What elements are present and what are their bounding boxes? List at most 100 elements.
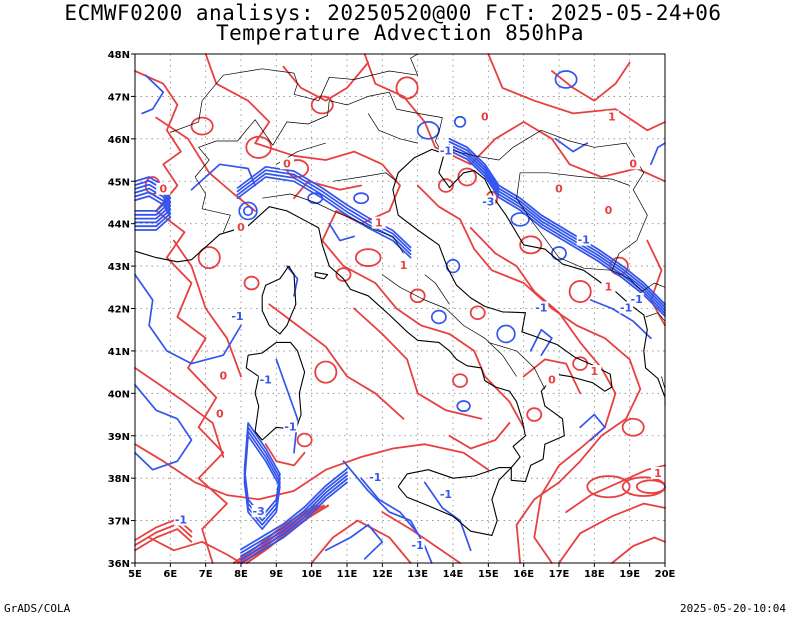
contour-label: 1 [605, 280, 613, 293]
contour-label-bg [481, 195, 496, 208]
political-border [488, 342, 546, 390]
contour-line [568, 280, 592, 304]
contour-line [554, 70, 578, 89]
contour-line [296, 432, 313, 448]
lat-tick-label: 40N [108, 389, 130, 400]
coastlines-borders [134, 53, 666, 536]
contour-label: -1 [369, 471, 381, 484]
contour-line [236, 176, 412, 259]
contour-label-bg [477, 110, 492, 123]
contour-label-bg [587, 365, 602, 378]
contour-label-bg [156, 182, 171, 195]
contour-line [324, 523, 384, 560]
lon-tick-label: 14E [443, 569, 464, 580]
lon-tick-label: 9E [269, 569, 283, 580]
contour-line [134, 523, 193, 547]
contour-line [448, 137, 666, 306]
contour-label-bg [279, 157, 294, 170]
contour-line [448, 422, 511, 450]
contour-label-bg [576, 233, 591, 246]
contour-line [240, 474, 348, 558]
lon-tick-label: 16E [513, 569, 534, 580]
contour-line [268, 303, 405, 420]
lat-tick-label: 45N [108, 177, 130, 188]
contour-line [204, 53, 525, 429]
contour-line [134, 183, 172, 220]
contour-line [245, 504, 329, 565]
contour-line [310, 519, 412, 564]
contour-line [243, 434, 281, 530]
coastline [191, 148, 666, 483]
contour-line [190, 163, 256, 191]
positive-advection-contours [134, 53, 666, 565]
contour-line [240, 481, 348, 564]
contour-line [519, 235, 543, 255]
political-border [332, 172, 397, 182]
contour-label: -3 [253, 505, 265, 518]
contour-label-bg [216, 369, 231, 382]
contour-label: -1 [620, 302, 632, 315]
contour-label: 1 [375, 217, 383, 230]
lon-tick-label: 10E [301, 569, 322, 580]
footer-timestamp: 2025-05-20-10:04 [680, 602, 786, 615]
contour-label-bg [258, 373, 273, 386]
political-border [262, 193, 404, 254]
contour-label-bg [605, 110, 619, 123]
contour-line [395, 76, 419, 100]
contour-label: 1 [608, 111, 616, 124]
contour-line [148, 536, 242, 564]
contour-label: 0 [283, 157, 291, 170]
contour-label: -1 [440, 145, 452, 158]
contour-label: -1 [412, 539, 424, 552]
contour-label: -1 [535, 302, 547, 315]
contour-line [423, 481, 472, 552]
contour-line [621, 417, 645, 437]
contour-line [487, 53, 666, 132]
contour-line [342, 460, 433, 564]
contour-line [448, 143, 666, 312]
contour-line [469, 227, 617, 564]
contour-line [526, 407, 543, 422]
political-border [661, 376, 666, 390]
contour-line [134, 191, 172, 228]
contour-line [245, 135, 272, 159]
contour-label: 1 [654, 467, 662, 480]
contour-line [551, 61, 631, 102]
lat-tick-label: 42N [108, 305, 130, 316]
lon-tick-label: 18E [584, 569, 605, 580]
contour-label: -1 [231, 310, 243, 323]
political-border [438, 129, 648, 271]
contour-line [328, 222, 355, 242]
lat-tick-label: 46N [108, 135, 130, 146]
contour-label-bg [251, 505, 266, 518]
lon-tick-label: 17E [549, 569, 570, 580]
contour-line [430, 309, 447, 325]
contour-line [307, 192, 324, 205]
contour-line [510, 212, 530, 227]
contour-line [448, 149, 666, 317]
contour-label: 0 [159, 183, 167, 196]
lat-tick-label: 37N [108, 517, 130, 528]
contour-label-bg [619, 301, 634, 314]
contour-line [551, 246, 567, 261]
lon-tick-label: 11E [337, 569, 358, 580]
contour-label: 1 [591, 365, 599, 378]
contour-label-bg [410, 539, 425, 552]
contour-line [453, 115, 467, 128]
lon-tick-label: 19E [619, 569, 640, 580]
contour-line [416, 184, 642, 564]
lat-tick-label: 38N [108, 474, 130, 485]
lat-tick-label: 43N [108, 262, 130, 273]
contour-label-bg [601, 203, 616, 216]
contour-line [173, 239, 242, 378]
contour-line [635, 479, 666, 494]
contour-label: 1 [400, 259, 408, 272]
contour-labels: 000-1-100-1-3-1-1-1-111-1-30-10-1 -111110… [156, 110, 665, 552]
contour-label-bg [626, 157, 641, 170]
contour-line [448, 146, 666, 315]
contour-line [416, 121, 440, 140]
contour-line [310, 95, 334, 115]
political-border [611, 269, 666, 292]
contour-label: -1 [440, 488, 452, 501]
